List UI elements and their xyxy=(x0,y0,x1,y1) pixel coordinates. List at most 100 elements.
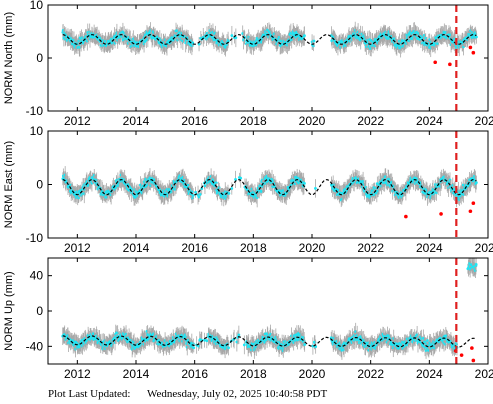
observation-point xyxy=(475,35,478,39)
observation-point xyxy=(303,343,307,346)
model-trend-line xyxy=(62,34,477,45)
y-tick-label: 0 xyxy=(36,51,43,65)
observations xyxy=(61,258,478,360)
observations xyxy=(61,21,478,58)
y-axis-label: NORM North (mm) xyxy=(3,12,15,104)
y-tick-label: 10 xyxy=(30,124,44,138)
observation-point xyxy=(116,331,120,335)
observation-point xyxy=(247,35,251,39)
y-tick-label: 40 xyxy=(30,269,44,283)
observation-point xyxy=(311,44,315,48)
x-tick-label: 2020 xyxy=(299,367,326,381)
outlier-point xyxy=(404,214,408,219)
observation-point xyxy=(303,34,306,38)
plot-area xyxy=(61,21,478,67)
model-trend-line xyxy=(62,179,477,196)
x-tick-label: 2022 xyxy=(357,241,384,255)
observation-point xyxy=(314,186,317,190)
observation-point xyxy=(203,338,206,342)
observation-point xyxy=(303,181,306,185)
x-tick-label: 2026 xyxy=(475,241,493,255)
x-tick-label: 2012 xyxy=(64,241,91,255)
observation-point xyxy=(197,195,201,199)
observation-point xyxy=(259,190,263,193)
outlier-point xyxy=(470,346,474,350)
observation-point xyxy=(194,190,197,194)
x-tick-label: 2016 xyxy=(181,114,208,128)
y-tick-label: 0 xyxy=(36,178,43,192)
observation-point xyxy=(198,193,202,196)
observation-point xyxy=(234,178,237,181)
footer-timestamp: Wednesday, July 02, 2025 10:40:58 PDT xyxy=(147,388,327,400)
x-tick-label: 2024 xyxy=(416,114,443,128)
x-tick-label: 2016 xyxy=(181,367,208,381)
x-tick-label: 2020 xyxy=(299,114,326,128)
x-tick-label: 2018 xyxy=(240,241,267,255)
observation-point xyxy=(436,42,439,46)
observation-point xyxy=(226,39,230,43)
x-tick-label: 2022 xyxy=(357,114,384,128)
outlier-point xyxy=(468,209,473,214)
outlier-point xyxy=(471,358,476,363)
y-tick-label: 0 xyxy=(36,304,43,318)
x-tick-label: 2014 xyxy=(123,114,150,128)
observation-point xyxy=(234,36,238,40)
footer-label: Plot Last Updated: xyxy=(48,388,131,400)
plot-area xyxy=(61,258,478,363)
north-panel: 2012 2014 2016 2018 2020 2022 2024 2026 -10 0 10 NO… xyxy=(3,0,493,128)
observation-point xyxy=(312,39,316,43)
y-tick-label: -10 xyxy=(26,104,44,118)
observation-point xyxy=(227,192,231,195)
outlier-point xyxy=(433,60,438,65)
y-axis-label: NORM Up (mm) xyxy=(3,271,15,350)
outlier-point xyxy=(471,50,476,55)
observation-point xyxy=(230,34,234,37)
x-tick-label: 2014 xyxy=(123,241,150,255)
x-tick-label: 2012 xyxy=(64,114,91,128)
y-tick-label: 10 xyxy=(30,0,44,12)
observation-point xyxy=(242,343,246,347)
x-tick-label: 2024 xyxy=(416,241,443,255)
up-panel: 2012 2014 2016 2018 2020 2022 2024 2026 -40 0 40 NO… xyxy=(3,257,493,381)
observation-point xyxy=(191,196,195,200)
observation-point xyxy=(451,183,455,187)
observation-point xyxy=(230,187,234,190)
outlier-point xyxy=(439,212,443,216)
east-panel: 2012 2014 2016 2018 2020 2022 2024 2026 -10 0 10 NO… xyxy=(3,124,493,255)
plot-frame xyxy=(47,4,489,112)
observation-point xyxy=(191,41,195,45)
x-tick-label: 2014 xyxy=(123,367,150,381)
x-tick-label: 2018 xyxy=(240,367,267,381)
observation-point xyxy=(192,346,196,350)
x-tick-label: 2016 xyxy=(181,241,208,255)
observation-point xyxy=(197,344,200,348)
x-tick-label: 2026 xyxy=(475,114,493,128)
y-tick-label: -10 xyxy=(26,231,44,245)
observation-point xyxy=(90,181,94,185)
model-trend-line xyxy=(62,335,477,348)
observations xyxy=(61,166,478,208)
y-axis-label: NORM East (mm) xyxy=(3,141,15,228)
observation-point xyxy=(474,263,478,266)
observation-point xyxy=(237,333,241,337)
observation-point xyxy=(205,339,209,343)
plot-area xyxy=(61,166,478,219)
outlier-point xyxy=(471,201,476,206)
outlier-point xyxy=(448,62,452,67)
observation-point xyxy=(173,187,177,191)
x-tick-label: 2018 xyxy=(240,114,267,128)
observation-point xyxy=(103,339,106,343)
x-tick-label: 2026 xyxy=(475,367,493,381)
outlier-point xyxy=(468,45,473,50)
observation-point xyxy=(227,346,230,350)
observation-point xyxy=(191,194,195,197)
x-tick-label: 2022 xyxy=(357,367,384,381)
observation-point xyxy=(239,176,243,180)
observation-point xyxy=(203,184,207,188)
outlier-point xyxy=(459,353,464,357)
x-tick-label: 2024 xyxy=(416,367,443,381)
observation-point xyxy=(200,187,204,191)
observation-point xyxy=(474,181,478,185)
x-tick-label: 2020 xyxy=(299,241,326,255)
